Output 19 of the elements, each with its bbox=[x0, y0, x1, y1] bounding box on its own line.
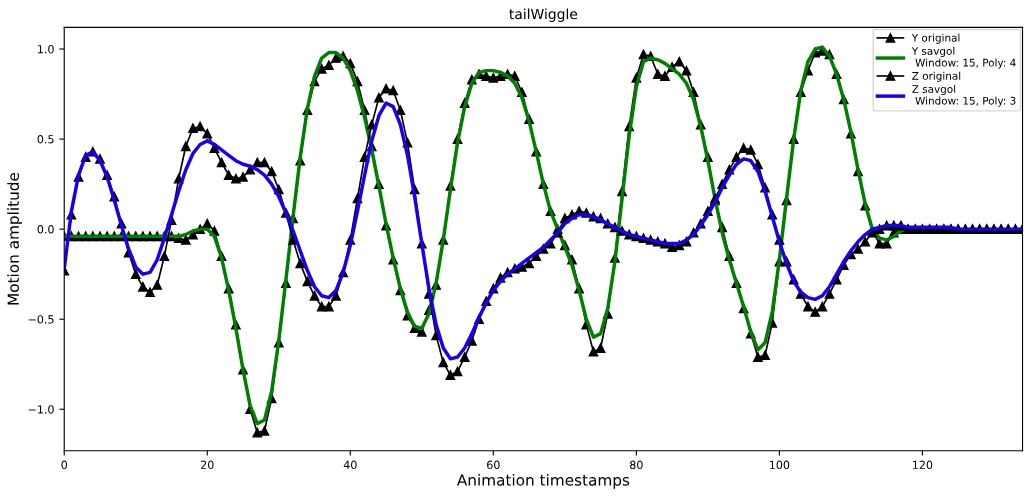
y-axis-title: Motion amplitude bbox=[7, 172, 22, 305]
y-tick-label: −1.0 bbox=[28, 405, 54, 414]
legend-label: Y original bbox=[911, 33, 960, 44]
legend-label: Y savgol Window: 15, Poly: 4 bbox=[911, 46, 1016, 69]
x-tick-label: 0 bbox=[61, 460, 68, 470]
chart-title: tailWiggle bbox=[509, 8, 578, 22]
y-tick-label: 0.0 bbox=[37, 225, 54, 234]
x-tick-label: 80 bbox=[630, 460, 643, 470]
y-tick-label: 0.5 bbox=[37, 135, 54, 144]
x-tick-label: 20 bbox=[201, 460, 214, 470]
x-tick-label: 40 bbox=[343, 460, 357, 470]
x-tick-label: 100 bbox=[770, 460, 790, 470]
x-axis-title: Animation timestamps bbox=[456, 473, 630, 489]
legend-label: Z original bbox=[912, 71, 961, 82]
legend-label: Z savgol Window: 15, Poly: 3 bbox=[912, 84, 1016, 107]
x-tick-label: 60 bbox=[487, 460, 500, 470]
y-tick-label: 1.0 bbox=[38, 44, 54, 54]
x-tick-label: 120 bbox=[913, 460, 933, 470]
y-tick-label: −0.5 bbox=[28, 315, 54, 324]
